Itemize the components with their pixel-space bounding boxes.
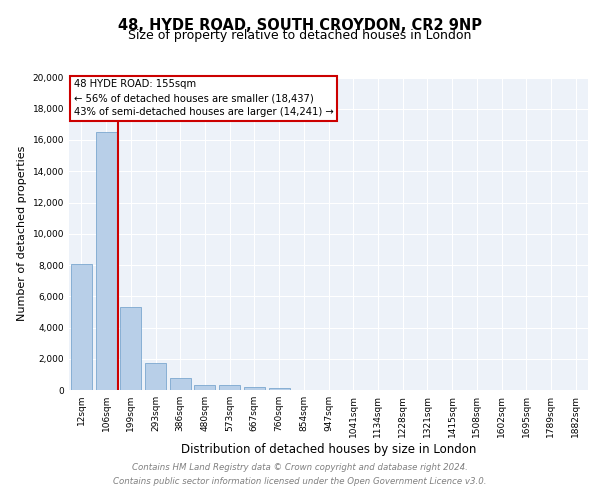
Bar [219, 386, 240, 390]
Text: Size of property relative to detached houses in London: Size of property relative to detached ho… [128, 28, 472, 42]
Bar [120, 307, 141, 390]
Text: 48 HYDE ROAD: 155sqm
← 56% of detached houses are smaller (18,437)
43% of semi-d: 48 HYDE ROAD: 155sqm ← 56% of detached h… [74, 79, 334, 117]
Bar [244, 387, 265, 390]
Bar [71, 264, 92, 390]
Text: Contains public sector information licensed under the Open Government Licence v3: Contains public sector information licen… [113, 477, 487, 486]
Bar [194, 384, 215, 390]
Y-axis label: Number of detached properties: Number of detached properties [17, 146, 27, 322]
Bar [145, 362, 166, 390]
Bar [95, 132, 116, 390]
Text: 48, HYDE ROAD, SOUTH CROYDON, CR2 9NP: 48, HYDE ROAD, SOUTH CROYDON, CR2 9NP [118, 18, 482, 32]
X-axis label: Distribution of detached houses by size in London: Distribution of detached houses by size … [181, 442, 476, 456]
Text: Contains HM Land Registry data © Crown copyright and database right 2024.: Contains HM Land Registry data © Crown c… [132, 464, 468, 472]
Bar [170, 378, 191, 390]
Bar [269, 388, 290, 390]
